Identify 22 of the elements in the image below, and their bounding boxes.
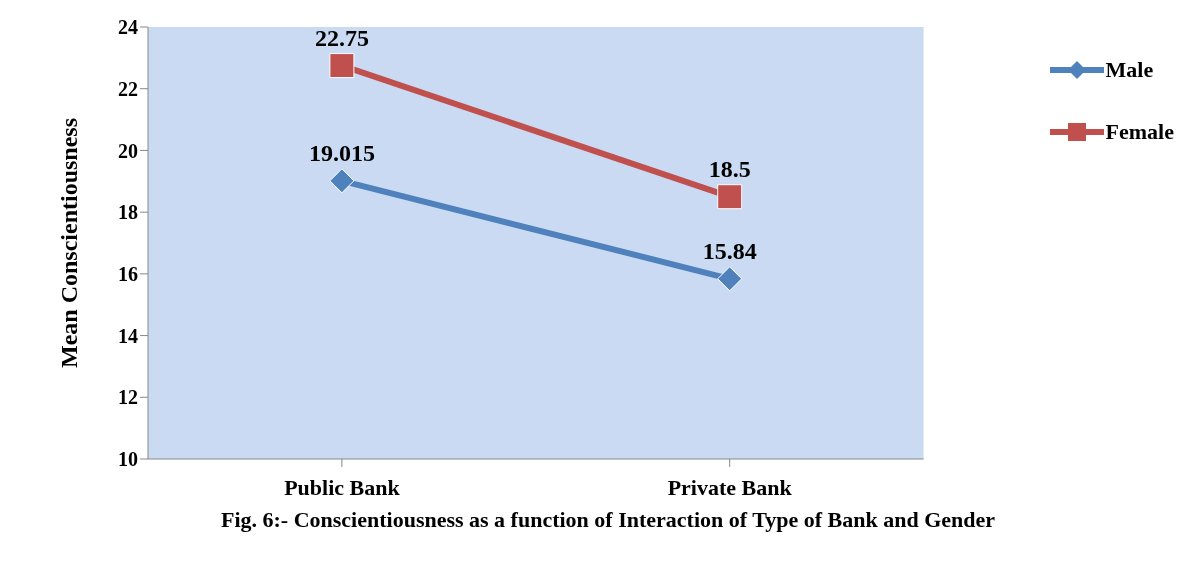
y-tick-label: 24	[118, 16, 138, 39]
text: Fig. 6:- Conscientiousness as a function of Interaction of Type of Bank and Gender	[219, 507, 997, 532]
y-tick-label: 14	[118, 324, 138, 347]
legend-label: Female	[1105, 119, 1174, 145]
y-tick-label: 10	[118, 448, 138, 471]
data-label: 15.84	[702, 237, 757, 264]
point	[329, 168, 355, 194]
y-tick-label: 12	[118, 386, 138, 409]
y-axis-title: Mean Conscientiousness	[55, 117, 82, 369]
data-label: 19.015	[308, 139, 375, 166]
point	[717, 184, 743, 210]
point	[329, 53, 355, 79]
x-tick-label: Public Bank	[284, 474, 401, 500]
x-tick-label: Private Bank	[667, 474, 793, 500]
y-tick-label: 22	[118, 77, 138, 100]
data-label: 22.75	[314, 24, 369, 51]
y-tick-label: 16	[118, 262, 138, 285]
data-label: 18.5	[708, 155, 751, 182]
y-tick-label: 20	[118, 139, 138, 162]
point	[717, 266, 743, 292]
legend-label: Male	[1105, 57, 1154, 83]
y-tick-label: 18	[118, 201, 138, 224]
